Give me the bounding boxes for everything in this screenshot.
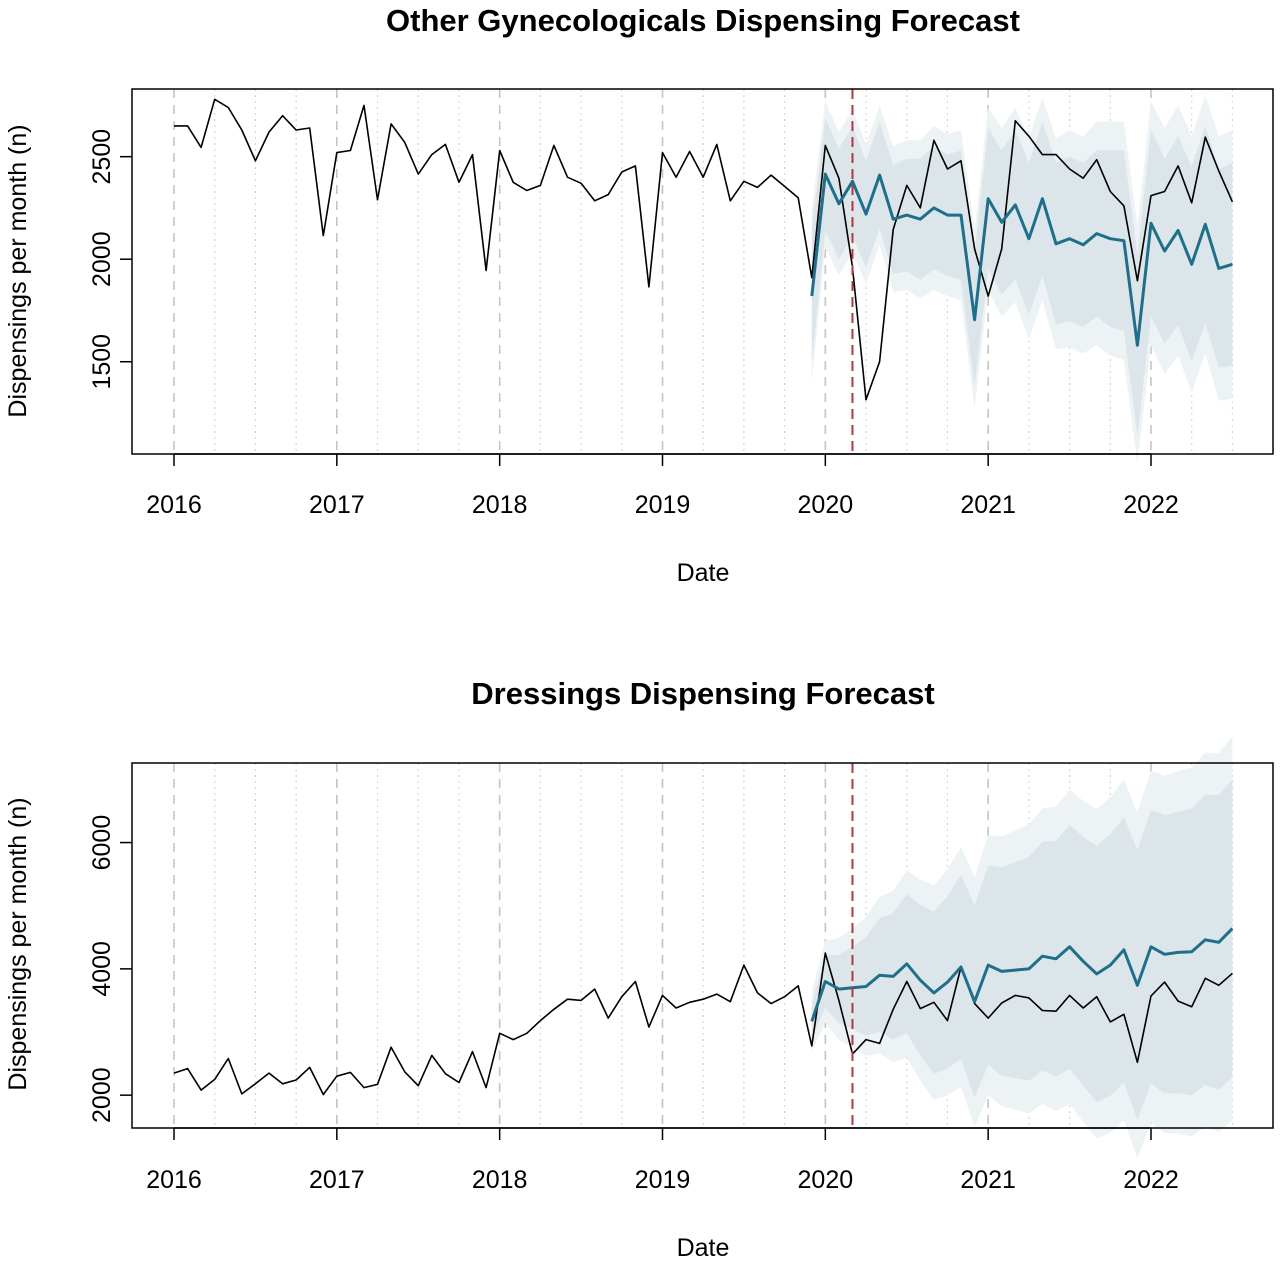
forecast-series-line xyxy=(810,172,1233,347)
y-tick-label: 6000 xyxy=(88,815,116,871)
x-tick-label: 2021 xyxy=(960,1166,1016,1194)
observed-series-line xyxy=(174,98,1234,401)
y-tick-label: 4000 xyxy=(88,941,116,997)
x-tick-label: 2020 xyxy=(798,491,854,519)
chart-title: Dressings Dispensing Forecast xyxy=(471,676,934,711)
x-tick-label: 2022 xyxy=(1123,1166,1179,1194)
y-tick-label: 1500 xyxy=(88,334,116,390)
forecast-80-interval xyxy=(811,117,1233,436)
chart-title: Other Gynecologicals Dispensing Forecast xyxy=(386,3,1020,38)
forecast-series-line xyxy=(810,927,1234,1022)
dressings-chart-canvas: Dressings Dispensing Forecast Date Dispe… xyxy=(4,676,1274,1262)
y-tick-label: 2000 xyxy=(88,231,116,287)
gynecologicals-chart-canvas: Other Gynecologicals Dispensing Forecast… xyxy=(4,3,1274,587)
plot-area: 2016 2017 2018 2019 2020 2021 2022 1500 2000 2500 xyxy=(88,88,1274,519)
x-tick-label: 2016 xyxy=(146,491,202,519)
y-axis-label: Dispensings per month (n) xyxy=(4,124,32,417)
plot-area: 2016 2017 2018 2019 2020 2021 2022 2000 4000 6000 xyxy=(88,736,1274,1194)
y-tick-label: 2000 xyxy=(88,1067,116,1123)
x-tick-label: 2017 xyxy=(309,1166,365,1194)
x-tick-label: 2020 xyxy=(798,1166,854,1194)
x-tick-label: 2018 xyxy=(472,491,528,519)
forecast-80-interval xyxy=(811,779,1233,1121)
x-tick-label: 2022 xyxy=(1123,491,1179,519)
x-tick-label: 2018 xyxy=(472,1166,528,1194)
gynecologicals-forecast-chart: Other Gynecologicals Dispensing Forecast… xyxy=(0,0,1280,632)
y-tick-label: 2500 xyxy=(88,129,116,185)
observed-series-line xyxy=(173,952,1233,1096)
dressings-forecast-chart: Dressings Dispensing Forecast Date Dispe… xyxy=(0,676,1280,1265)
y-axis-label: Dispensings per month (n) xyxy=(4,797,32,1090)
x-axis-label: Date xyxy=(677,1234,730,1262)
x-tick-label: 2016 xyxy=(146,1166,202,1194)
x-axis-label: Date xyxy=(677,559,730,587)
x-tick-label: 2019 xyxy=(635,491,691,519)
x-tick-label: 2019 xyxy=(635,1166,691,1194)
x-tick-label: 2021 xyxy=(960,491,1016,519)
x-tick-label: 2017 xyxy=(309,491,365,519)
